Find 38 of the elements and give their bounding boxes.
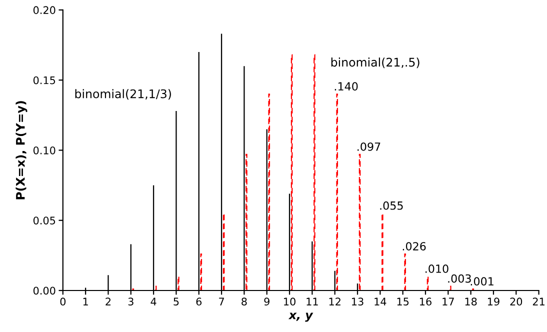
x-tick-label: 4 — [150, 298, 156, 306]
x-tick-label: 21 — [532, 298, 544, 306]
x-tick-label: 17 — [442, 298, 454, 306]
y-tick-label: 0.05 — [33, 216, 56, 224]
data-label: .001 — [470, 277, 494, 286]
series-label: binomial(21,.5) — [331, 58, 420, 68]
data-label: .097 — [358, 142, 380, 151]
y-tick-label: 0.10 — [33, 146, 56, 154]
y-tick-label: 0.15 — [33, 76, 56, 84]
x-tick-label: 14 — [374, 298, 386, 306]
x-tick-label: 15 — [397, 298, 409, 306]
y-tick-label: 0.00 — [33, 286, 56, 295]
data-label: .055 — [380, 201, 403, 210]
x-tick-label: 20 — [510, 298, 522, 306]
x-tick-label: 1 — [83, 298, 88, 306]
x-tick-label: 18 — [465, 298, 477, 306]
data-label: .010 — [426, 264, 448, 273]
x-tick-label: 10 — [284, 298, 296, 306]
data-label: .140 — [334, 82, 358, 91]
series-label: binomial(21,1/3) — [75, 89, 171, 100]
x-tick-label: 11 — [306, 298, 318, 306]
x-axis-title: x, y — [288, 312, 314, 322]
data-label: .026 — [402, 242, 426, 250]
data-label: .003 — [448, 274, 471, 283]
x-tick-label: 12 — [329, 298, 340, 306]
y-tick-label: 0.20 — [33, 6, 56, 14]
x-tick-label: 3 — [128, 298, 134, 306]
x-tick-label: 7 — [219, 298, 224, 306]
x-tick-label: 13 — [352, 298, 364, 306]
x-tick-label: 5 — [174, 298, 179, 306]
x-tick-label: 16 — [420, 298, 432, 306]
x-tick-label: 6 — [196, 298, 202, 306]
x-tick-label: 2 — [106, 298, 110, 306]
y-axis-title: P(X=x), P(Y=y) — [16, 101, 28, 200]
x-tick-label: 0 — [60, 298, 66, 306]
x-tick-label: 19 — [488, 298, 500, 306]
x-tick-label: 9 — [264, 298, 270, 306]
x-tick-label: 8 — [242, 298, 247, 306]
